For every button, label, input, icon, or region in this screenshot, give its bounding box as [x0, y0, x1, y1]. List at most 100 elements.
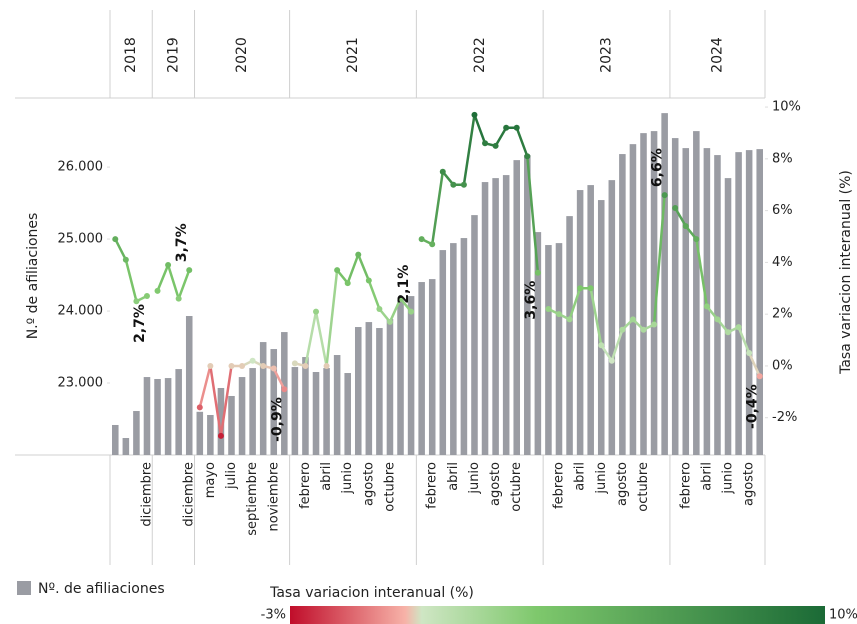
line-point	[397, 295, 404, 302]
line-point	[376, 305, 383, 312]
line-point	[725, 329, 732, 336]
line-segment	[737, 325, 751, 355]
line-point	[492, 142, 499, 149]
line-point	[598, 342, 605, 349]
line-point	[672, 205, 679, 212]
year-label: 2018	[123, 37, 139, 73]
line-point	[239, 362, 246, 369]
bar	[365, 322, 373, 455]
x-tick-label: abril	[446, 462, 461, 491]
y-tick-label: 23.000	[58, 376, 104, 391]
bar	[640, 133, 647, 455]
bar	[185, 316, 193, 455]
x-tick-label: agosto	[742, 462, 757, 506]
bar	[534, 232, 542, 455]
data-label: 2,1%	[396, 265, 412, 304]
line-point	[344, 280, 351, 287]
bar	[502, 175, 510, 455]
line-segment	[568, 287, 582, 321]
legend-label: Nº. de afiliaciones	[38, 581, 165, 597]
line-point	[482, 140, 489, 147]
line-segment	[610, 328, 624, 363]
colorscale-title: Tasa variacion interanual (%)	[269, 585, 474, 601]
y2-tick-label: 10%	[772, 100, 801, 115]
y-axis-title: N.º de afiliaciones	[25, 213, 41, 340]
x-tick-label: octubre	[636, 462, 651, 512]
bar	[439, 250, 447, 455]
data-label: 6,6%	[650, 148, 666, 187]
y2-tick-label: 4%	[772, 255, 793, 270]
colorscale-tick-label: -3%	[261, 608, 286, 623]
bar	[207, 414, 214, 455]
data-label: 2,7%	[132, 304, 148, 343]
line-point	[196, 404, 203, 411]
bar	[143, 377, 151, 455]
x-tick-label: diciembre	[139, 462, 154, 527]
line-point	[165, 261, 172, 268]
line-point	[693, 236, 700, 243]
line-point	[365, 277, 372, 284]
line-point	[281, 386, 288, 393]
year-label: 2020	[234, 37, 250, 73]
line-point	[460, 181, 467, 188]
bar	[228, 395, 235, 455]
line-segment	[156, 263, 170, 293]
bar	[576, 190, 584, 455]
y2-tick-label: -2%	[772, 410, 797, 425]
x-tick-label: abril	[699, 462, 714, 491]
bar	[376, 328, 383, 455]
line-segment	[325, 268, 339, 368]
bar	[133, 411, 140, 455]
x-tick-label: diciembre	[182, 462, 197, 527]
data-label: -0,4%	[745, 384, 761, 429]
colorscale-bar	[290, 606, 825, 624]
line-point	[143, 293, 150, 300]
bar	[281, 332, 288, 455]
colorscale-tick-label: 10%	[829, 608, 857, 623]
x-tick-label: junio	[467, 462, 482, 495]
bar	[693, 131, 700, 455]
line-point	[334, 267, 341, 274]
line-segment	[346, 253, 360, 285]
bar	[122, 438, 130, 455]
bar	[756, 149, 763, 455]
bar	[112, 424, 119, 455]
x-tick-label: octubre	[382, 462, 397, 512]
line-point	[555, 311, 562, 318]
bar	[302, 357, 309, 455]
bar	[397, 300, 404, 455]
data-label: -0,9%	[269, 397, 285, 442]
bar	[619, 154, 626, 455]
line-segment	[747, 351, 761, 378]
bar	[471, 215, 478, 455]
line-segment	[652, 193, 666, 326]
bar	[333, 355, 341, 455]
bar	[735, 152, 742, 456]
line-segment	[515, 126, 529, 158]
line-point	[714, 316, 721, 323]
line-point	[207, 362, 214, 369]
line-segment	[695, 237, 709, 308]
line-segment	[589, 287, 603, 347]
x-tick-label: noviembre	[266, 462, 281, 531]
bar	[513, 160, 521, 456]
bar	[175, 369, 182, 455]
bar	[418, 282, 425, 455]
line-segment	[526, 154, 540, 274]
line-segment	[473, 113, 487, 145]
bar	[524, 155, 531, 455]
line-point	[534, 269, 541, 276]
line-point	[587, 285, 594, 292]
line-point	[186, 267, 193, 274]
bar	[450, 243, 457, 455]
year-label: 2023	[599, 37, 615, 73]
year-label: 2022	[472, 37, 488, 73]
line-point	[746, 350, 753, 356]
year-label: 2021	[345, 37, 361, 73]
year-label: 2019	[165, 37, 181, 73]
line-segment	[114, 237, 128, 262]
x-tick-label: agosto	[361, 462, 376, 506]
data-label: 3,6%	[523, 281, 539, 320]
line-segment	[600, 343, 614, 363]
